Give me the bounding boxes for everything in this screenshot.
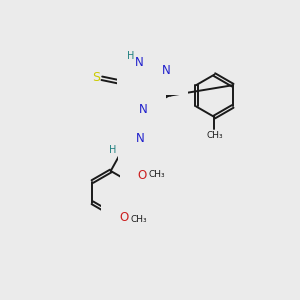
Text: S: S <box>92 71 101 84</box>
Text: N: N <box>136 132 145 145</box>
Text: CH₃: CH₃ <box>148 170 165 179</box>
Text: H: H <box>127 51 134 61</box>
Text: O: O <box>137 169 147 182</box>
Text: CH₃: CH₃ <box>206 131 223 140</box>
Text: H: H <box>109 145 116 155</box>
Text: O: O <box>119 211 128 224</box>
Text: CH₃: CH₃ <box>130 215 147 224</box>
Text: N: N <box>134 56 143 69</box>
Text: N: N <box>139 103 148 116</box>
Text: N: N <box>162 64 170 77</box>
